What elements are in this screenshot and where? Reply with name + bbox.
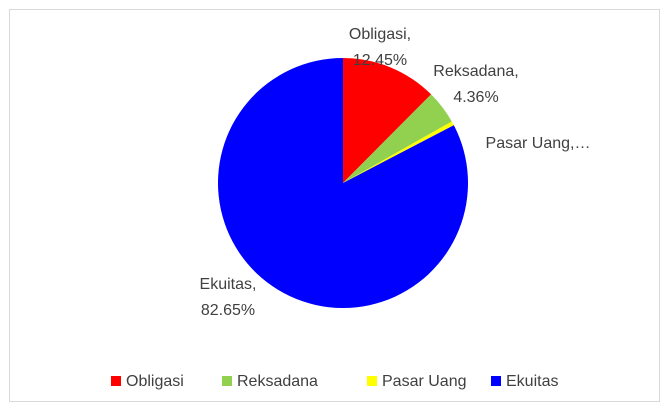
legend-swatch (491, 376, 501, 386)
legend-label: Pasar Uang (382, 373, 467, 390)
data-label: Pasar Uang,… (486, 135, 591, 152)
legend-swatch (222, 376, 232, 386)
data-label: Obligasi, (349, 26, 411, 43)
pie-slice (343, 121, 454, 183)
legend-swatch (111, 376, 121, 386)
data-label: Reksadana, (433, 63, 518, 80)
legend-label: Ekuitas (506, 373, 558, 390)
pie-slice (343, 94, 452, 183)
data-label: 82.65% (201, 302, 255, 319)
data-label: 4.36% (453, 89, 498, 106)
legend-swatch (367, 376, 377, 386)
pie-slice (218, 58, 469, 308)
legend-label: Obligasi (126, 373, 184, 390)
data-label: Ekuitas, (200, 276, 257, 293)
pie-slice (343, 58, 432, 183)
data-label: 12.45% (353, 52, 407, 69)
legend-label: Reksadana (237, 373, 318, 390)
